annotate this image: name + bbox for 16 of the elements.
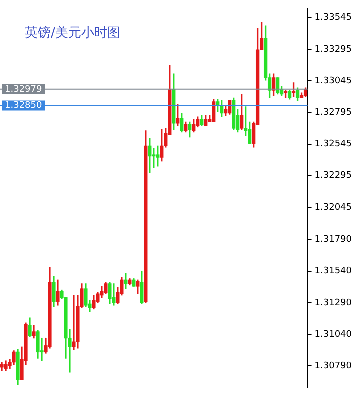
y-tick-label: 1.31790 xyxy=(314,235,352,246)
y-tick-label: 1.31290 xyxy=(314,298,352,308)
y-tick-label: 1.33545 xyxy=(314,13,352,24)
candlestick xyxy=(72,295,76,350)
y-tick-label: 1.31040 xyxy=(314,330,352,340)
y-tick-label: 1.32795 xyxy=(314,108,352,118)
y-tick-label: 1.33045 xyxy=(314,76,352,86)
ref-line-label: 1.32979 xyxy=(5,84,42,95)
y-tick-label: 1.33295 xyxy=(314,44,352,55)
text: 英镑/美元小时图 xyxy=(25,25,120,42)
y-tick-label: 1.30790 xyxy=(314,361,352,372)
y-tick-label: 1.32295 xyxy=(314,171,352,182)
y-tick-label: 1.32045 xyxy=(314,202,352,213)
y-tick-label: 1.32545 xyxy=(314,140,352,150)
ref-line-label: 1.32850 xyxy=(5,101,42,112)
y-tick-label: 1.31540 xyxy=(314,266,352,277)
